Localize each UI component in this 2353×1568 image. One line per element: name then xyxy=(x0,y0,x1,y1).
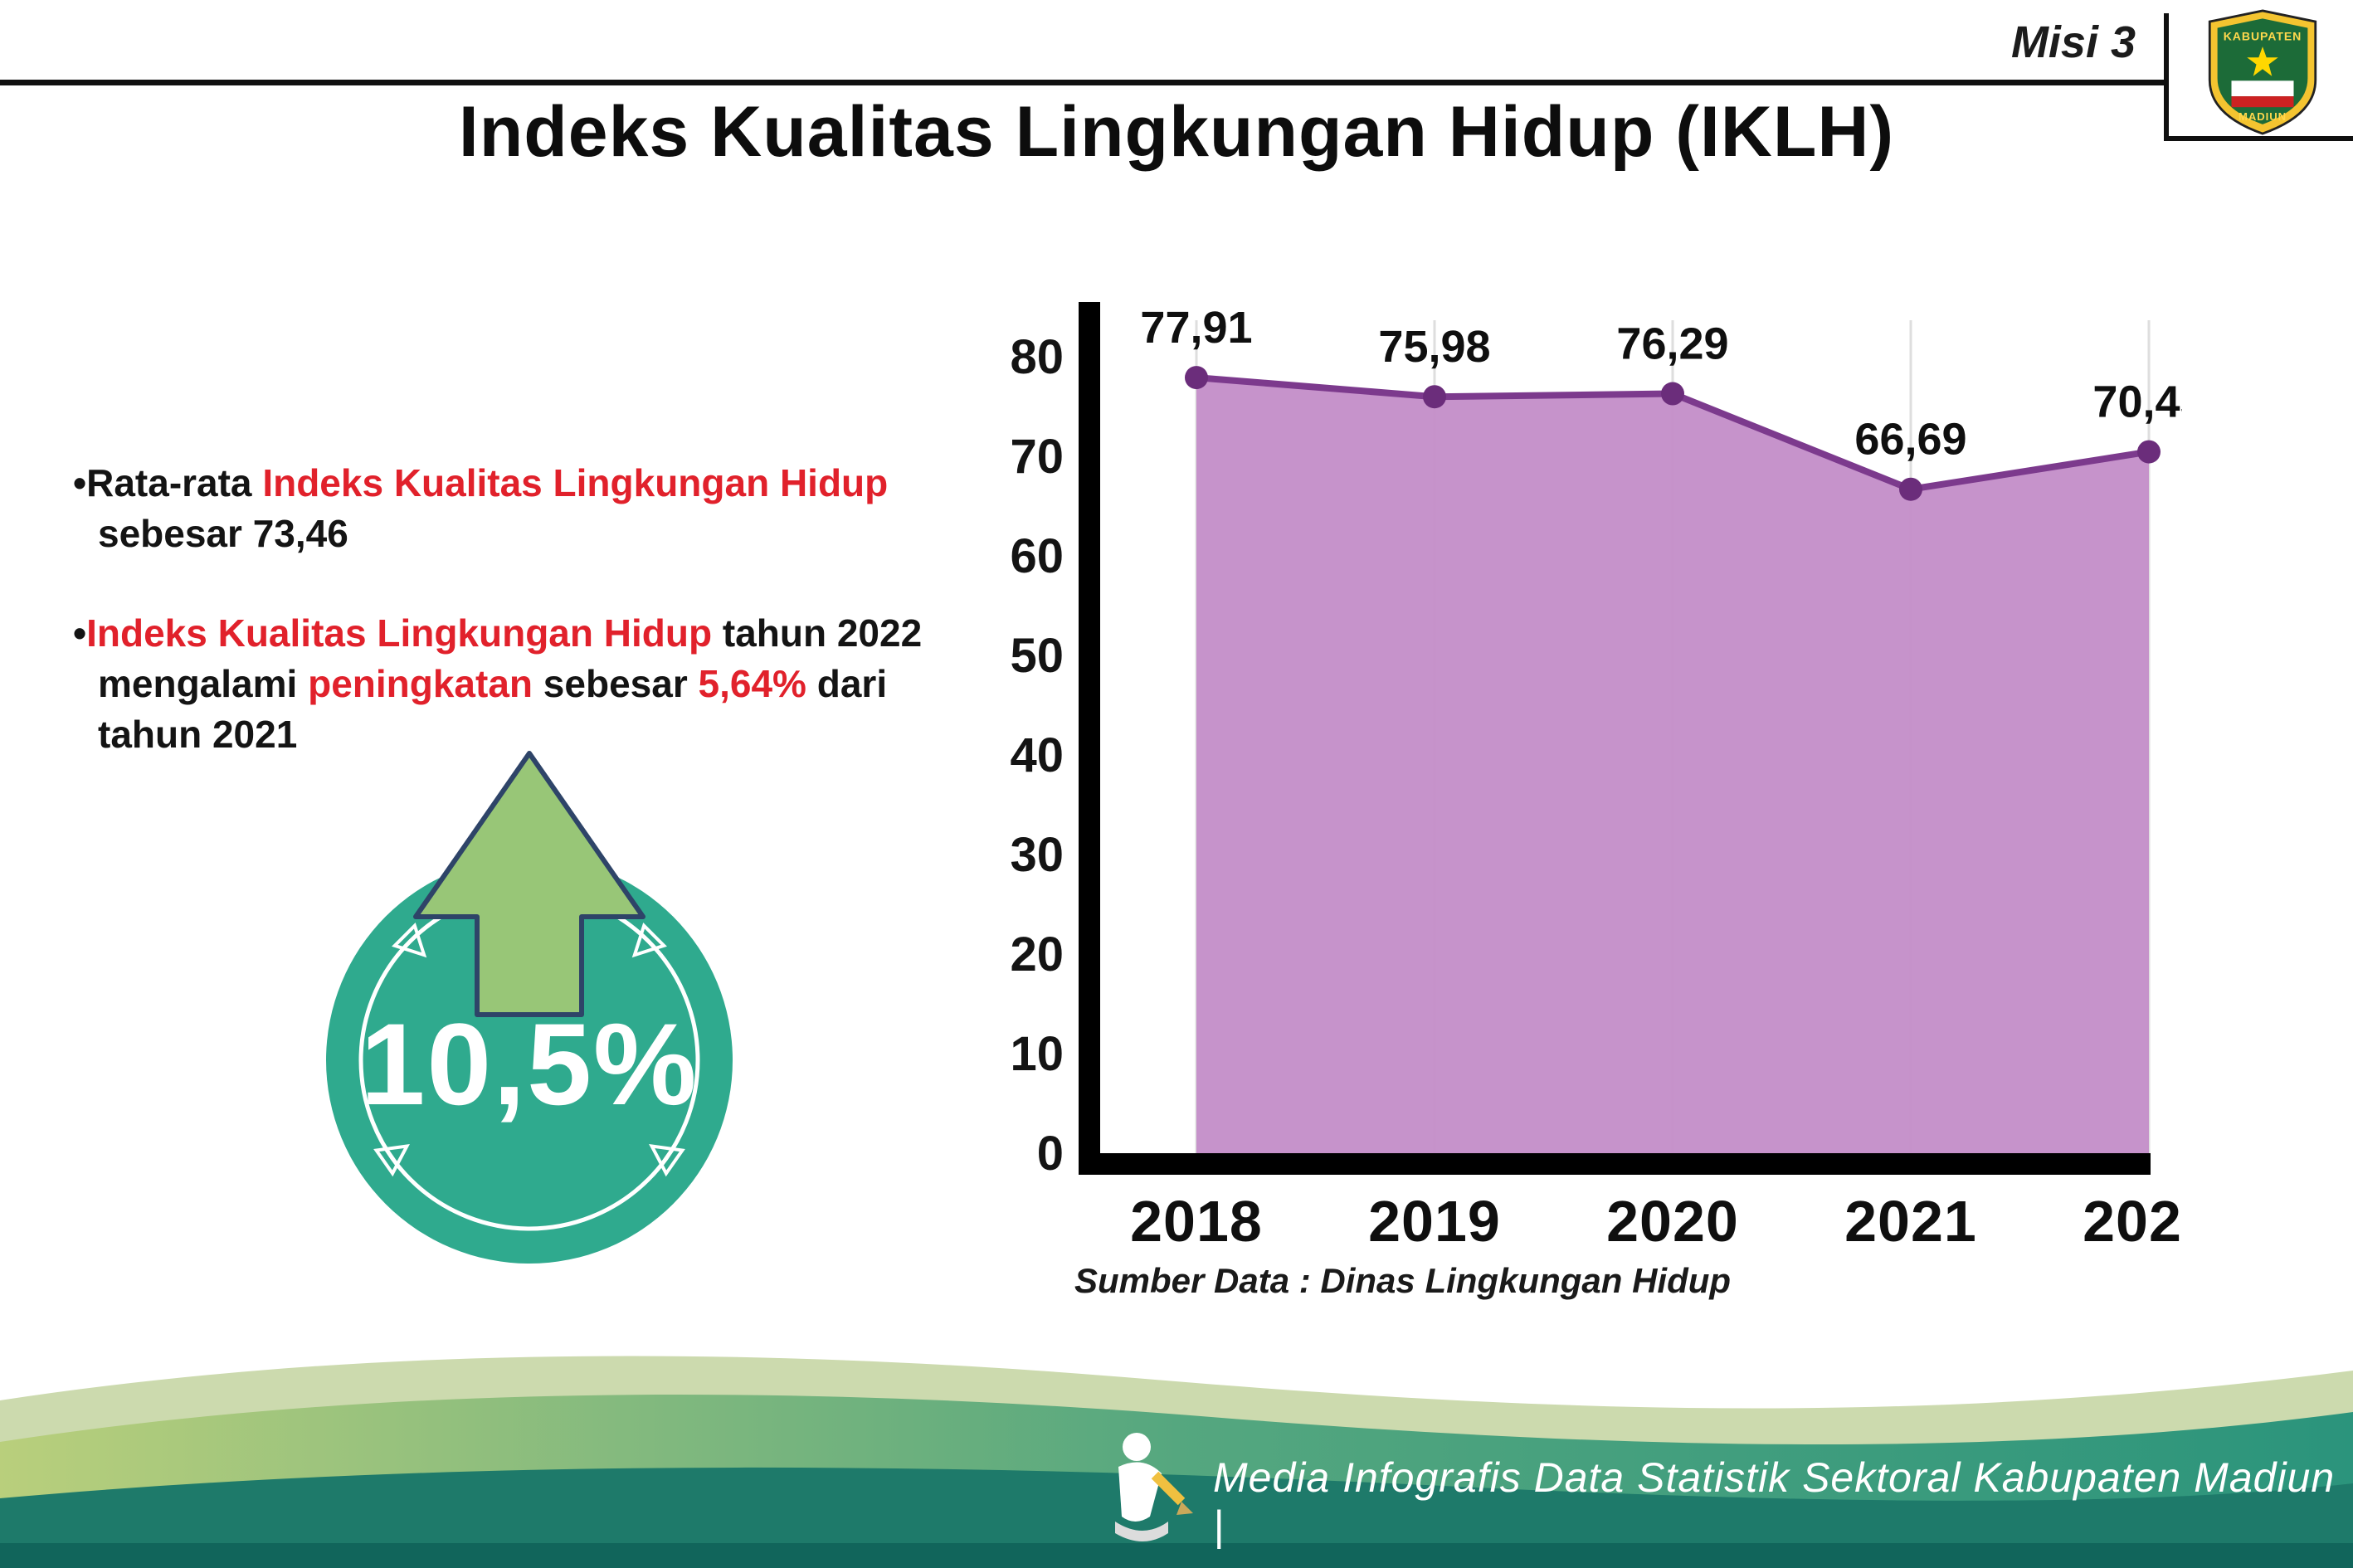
bullet-highlight: Indeks Kualitas Lingkungan Hidup xyxy=(86,611,713,655)
data-point xyxy=(1423,385,1446,409)
x-axis-label: 2021 xyxy=(1844,1189,1977,1254)
wave-bottom-strip xyxy=(0,1543,2353,1568)
data-point xyxy=(1899,477,1922,501)
logo-frame xyxy=(2164,136,2353,141)
logo-frame xyxy=(2164,13,2169,141)
x-axis-label: 2019 xyxy=(1368,1189,1501,1254)
badge-circle xyxy=(326,857,733,1264)
data-label: 66,69 xyxy=(1854,415,1966,465)
bullet-text: sebesar 73,46 xyxy=(98,511,348,555)
y-tick-label: 30 xyxy=(1010,828,1064,882)
misi-label: Misi 3 xyxy=(2010,17,2136,67)
x-axis-label: 2022 xyxy=(2083,1189,2182,1254)
page-title: Indeks Kualitas Lingkungan Hidup (IKLH) xyxy=(458,92,1895,172)
bullet-text: Rata-rata xyxy=(86,461,263,504)
crest-band-white xyxy=(2231,80,2294,97)
crest-bottom-text: MADIUN xyxy=(2239,110,2287,123)
bullet-average: •Rata-rata Indeks Kualitas Lingkungan Hi… xyxy=(73,458,998,558)
up-arrow-icon xyxy=(413,751,645,1017)
header-rule xyxy=(0,80,2164,85)
crest-band-red xyxy=(2231,96,2294,108)
data-label: 76,29 xyxy=(1616,319,1728,369)
ring-triangle-icon xyxy=(392,923,427,958)
mascot-base xyxy=(1115,1522,1168,1541)
y-tick-label: 60 xyxy=(1010,529,1064,583)
ring-triangle-icon xyxy=(649,1144,685,1177)
bullet-highlight: 5,64% xyxy=(698,662,806,706)
x-axis-label: 2020 xyxy=(1606,1189,1739,1254)
increase-badge: 10,5% xyxy=(326,751,733,1264)
footer-waves xyxy=(0,1356,2353,1568)
summary-text-block: •Rata-rata Indeks Kualitas Lingkungan Hi… xyxy=(73,458,998,810)
pencil-icon xyxy=(1151,1471,1186,1506)
data-point xyxy=(1661,382,1684,406)
bullet-text: tahun 2022 mengalami xyxy=(98,611,923,706)
mascot-head xyxy=(1123,1433,1151,1461)
data-source: Sumber Data : Dinas Lingkungan Hidup xyxy=(1074,1261,1732,1300)
footer-credit: Media Infografis Data Statistik Sektoral… xyxy=(1213,1454,2336,1549)
data-point xyxy=(2137,440,2161,464)
ring-triangle-icon xyxy=(631,923,667,958)
ring-triangle-icon xyxy=(373,1144,410,1177)
crest-top-text: KABUPATEN xyxy=(2224,30,2302,43)
bullet-marker: • xyxy=(73,611,87,655)
y-tick-label: 0 xyxy=(1037,1127,1064,1181)
bullet-increase: •Indeks Kualitas Lingkungan Hidup tahun … xyxy=(73,608,998,759)
bullet-text: sebesar xyxy=(533,662,699,706)
pencil-tip xyxy=(1176,1502,1193,1515)
x-axis xyxy=(1079,1153,2151,1175)
bullet-highlight: Indeks Kualitas Lingkungan Hidup xyxy=(262,461,889,504)
data-point xyxy=(1185,366,1208,390)
y-tick-label: 50 xyxy=(1010,629,1064,683)
bullet-highlight: peningkatan xyxy=(308,662,533,706)
y-axis xyxy=(1079,302,1100,1175)
data-label: 77,91 xyxy=(1140,303,1252,353)
area-fill xyxy=(1196,377,2149,1153)
kabupaten-madiun-logo-icon: KABUPATEN MADIUN xyxy=(2208,9,2317,135)
x-axis-label: 2018 xyxy=(1130,1189,1263,1254)
bullet-marker: • xyxy=(73,461,87,504)
y-tick-label: 10 xyxy=(1010,1027,1064,1081)
y-tick-label: 80 xyxy=(1010,330,1064,384)
iklh-area-chart: 77,91 75,98 76,29 66,69 70,45 0 10 20 30 40 50 60 70… xyxy=(1010,302,2182,1254)
bullet-text: dari tahun 2021 xyxy=(98,662,888,756)
star-icon xyxy=(2247,46,2278,76)
y-tick-label: 70 xyxy=(1010,430,1064,484)
badge-value: 10,5% xyxy=(361,999,699,1129)
wave-dark xyxy=(0,1467,2353,1568)
mascot-icon xyxy=(1115,1433,1193,1541)
y-tick-label: 40 xyxy=(1010,728,1064,782)
data-label: 70,45 xyxy=(2092,377,2182,427)
data-label: 75,98 xyxy=(1378,322,1490,372)
mascot-body xyxy=(1118,1462,1162,1522)
y-tick-label: 20 xyxy=(1010,928,1064,981)
